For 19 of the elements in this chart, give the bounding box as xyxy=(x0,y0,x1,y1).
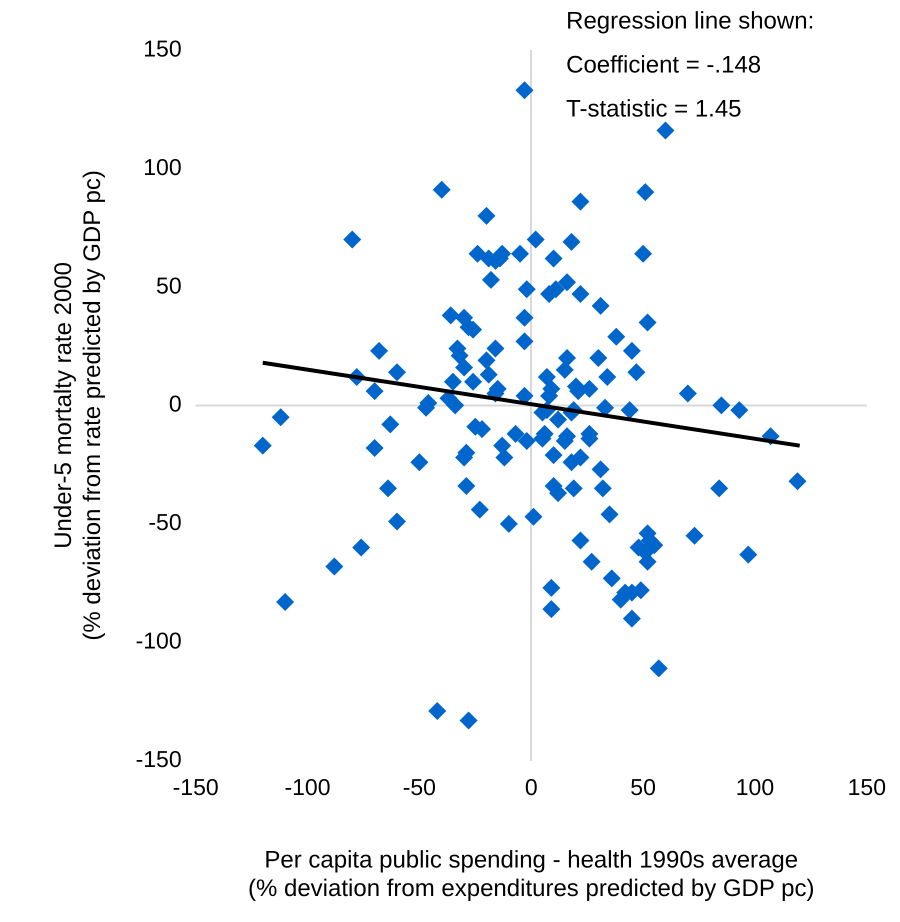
x-axis-title: Per capita public spending - health 1990s average (% deviation from expenditures predicted by GDP pc) xyxy=(248,846,814,902)
text: Regression line shown: xyxy=(566,8,814,35)
y-tick-label: -50 xyxy=(148,509,182,536)
x-tick-label: 100 xyxy=(736,774,774,800)
y-tick-label: 0 xyxy=(168,390,182,417)
x-tick-label: -50 xyxy=(402,774,436,800)
y-tick-label: 150 xyxy=(143,35,182,62)
y-tick-label: 50 xyxy=(156,272,182,298)
x-tick-label: 150 xyxy=(848,774,886,800)
annotation: Coefficient = -.148 xyxy=(566,52,762,79)
y-tick-label: 100 xyxy=(143,154,182,180)
y-tick-label: -100 xyxy=(136,628,182,654)
x-tick-label: 50 xyxy=(630,774,656,800)
y-axis-title: Under-5 mortalty rate 2000 (% deviation from rate predicted by GDP pc) xyxy=(50,170,106,641)
x-tick-label: -100 xyxy=(284,774,331,800)
x-tick-label: -150 xyxy=(172,774,219,800)
x-tick-label: 0 xyxy=(524,774,538,800)
annotation: T-statistic = 1.45 xyxy=(566,96,742,123)
y-tick-label: -150 xyxy=(136,746,182,772)
